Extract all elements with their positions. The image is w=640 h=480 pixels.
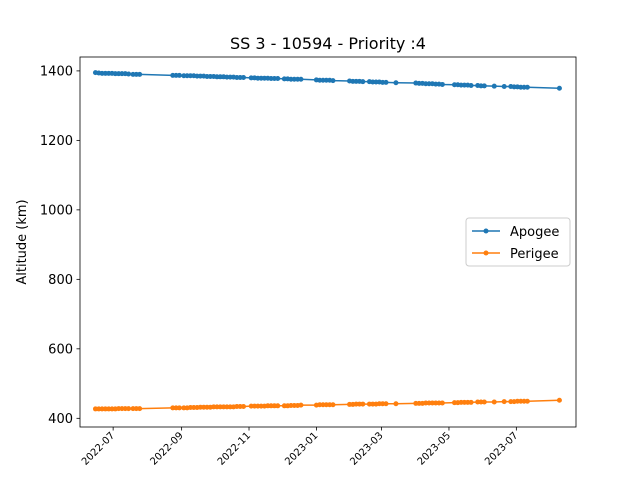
data-point-apogee [360,79,366,85]
data-point-apogee [137,71,143,77]
legend-label: Apogee [510,225,559,240]
data-point-perigee [481,399,487,405]
legend: Apogee Perigee [465,217,571,267]
y-tick-label: 1200 [40,134,73,149]
legend-box [465,217,571,267]
y-tick-label: 600 [48,342,73,357]
legend-label: Perigee [510,247,559,262]
y-tick-label: 400 [48,412,73,427]
data-point-apogee [126,71,132,77]
series-apogee [92,70,562,91]
data-point-perigee [439,400,445,406]
data-point-apogee [298,76,304,82]
data-point-perigee [275,403,281,409]
data-point-apogee [524,84,530,90]
plot-frame [79,56,577,428]
legend-marker [483,228,489,234]
data-point-apogee [176,72,182,78]
data-point-apogee [330,78,336,84]
data-point-apogee [501,84,507,90]
data-point-perigee [393,401,399,407]
data-point-apogee [275,76,281,82]
data-point-apogee [468,82,474,88]
y-tick-label: 1000 [40,203,73,218]
legend-marker [483,250,489,256]
y-tick-label: 800 [48,273,73,288]
data-point-perigee [468,399,474,405]
data-point-perigee [491,399,497,405]
data-point-perigee [524,398,530,404]
data-point-perigee [556,397,562,403]
series-layer [92,70,562,412]
data-point-perigee [501,399,507,405]
series-perigee [92,397,562,412]
data-point-perigee [176,405,182,411]
data-point-perigee [298,402,304,408]
data-point-perigee [330,402,336,408]
data-point-apogee [240,75,246,80]
data-point-perigee [126,406,132,412]
y-tick-label: 1400 [40,64,73,79]
data-point-perigee [360,401,366,407]
data-point-perigee [383,401,389,407]
data-point-apogee [491,83,497,89]
y-axis-label: Altitude (km) [15,199,30,284]
data-point-apogee [393,80,399,86]
chart-title: SS 3 - 10594 - Priority :4 [230,34,426,53]
data-point-perigee [240,404,246,409]
data-point-perigee [137,406,143,412]
data-point-apogee [383,79,389,85]
data-point-apogee [439,81,445,87]
data-point-apogee [481,83,487,89]
data-point-apogee [556,85,562,91]
